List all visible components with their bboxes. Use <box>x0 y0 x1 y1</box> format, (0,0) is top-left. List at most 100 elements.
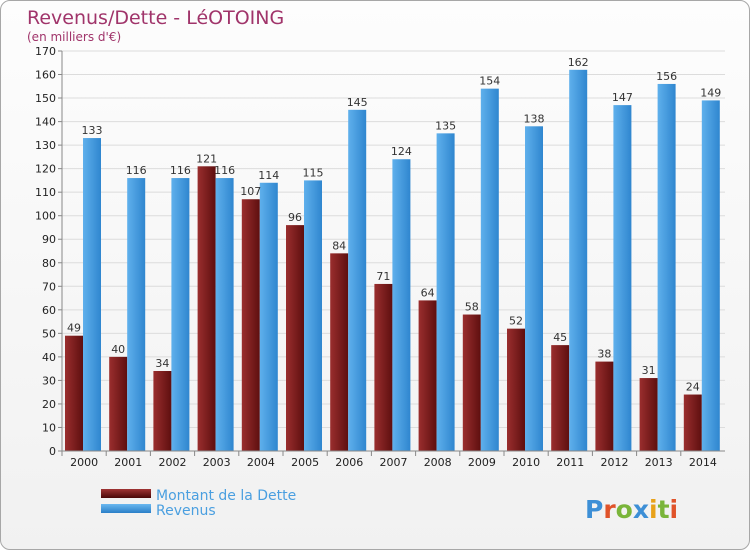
y-tick-label: 30 <box>42 374 56 387</box>
data-label: 107 <box>240 185 261 198</box>
bar-debt <box>286 225 304 451</box>
x-tick-label: 2010 <box>512 456 540 469</box>
x-tick-label: 2005 <box>291 456 319 469</box>
bar-revenue <box>215 178 234 451</box>
bar-debt <box>462 314 481 451</box>
data-label: 135 <box>435 119 456 132</box>
data-label: 116 <box>214 164 235 177</box>
x-tick-label: 2014 <box>689 456 717 469</box>
data-label: 121 <box>196 152 217 165</box>
legend-swatch-debt <box>101 489 151 498</box>
bar-revenue <box>259 182 278 451</box>
y-tick-label: 140 <box>35 116 56 129</box>
data-label: 138 <box>524 112 545 125</box>
data-label: 38 <box>597 348 611 361</box>
bar-revenue <box>304 180 322 452</box>
x-tick-label: 2011 <box>556 456 584 469</box>
y-tick-label: 110 <box>35 186 56 199</box>
data-label: 64 <box>421 286 435 299</box>
x-tick-label: 2012 <box>601 456 629 469</box>
data-label: 156 <box>656 70 677 83</box>
data-label: 116 <box>126 164 147 177</box>
data-label: 162 <box>568 56 589 69</box>
data-label: 115 <box>303 166 324 179</box>
x-tick-label: 2001 <box>114 456 142 469</box>
y-tick-label: 130 <box>35 139 56 152</box>
proxiti-logo: Proxiti <box>585 495 678 524</box>
axes <box>61 51 725 452</box>
y-tick-label: 60 <box>42 304 56 317</box>
data-label: 52 <box>509 315 523 328</box>
bar-revenue <box>436 133 455 451</box>
x-tick-label: 2006 <box>335 456 363 469</box>
y-tick-label: 90 <box>42 233 56 246</box>
data-label: 24 <box>686 381 700 394</box>
bar-debt <box>153 371 172 451</box>
data-label: 49 <box>67 322 81 335</box>
x-tick-label: 2003 <box>203 456 231 469</box>
x-axis-ticks: 2000 2001 2002 2003 2004 2005 2006 2007 2008 2009… <box>61 451 717 469</box>
x-tick-label: 2002 <box>159 456 187 469</box>
y-tick-label: 70 <box>42 280 56 293</box>
bar-revenue <box>348 109 367 451</box>
data-label: 58 <box>465 301 479 314</box>
y-axis-ticks: 0 10 20 30 40 50 60 70 80 90 100 110 120 130 140 150 160… <box>35 45 62 458</box>
x-tick-label: 2008 <box>424 456 452 469</box>
bar-revenue <box>392 159 411 451</box>
data-label: 133 <box>82 124 103 137</box>
bar-revenue <box>171 178 190 451</box>
x-tick-label: 2000 <box>70 456 98 469</box>
y-tick-label: 0 <box>49 445 56 458</box>
data-label: 114 <box>258 169 279 182</box>
chart-title: Revenus/Dette - LéOTOING <box>27 7 284 29</box>
data-label: 31 <box>642 364 656 377</box>
data-label: 149 <box>700 86 721 99</box>
x-tick-label: 2007 <box>380 456 408 469</box>
x-tick-label: 2004 <box>247 456 275 469</box>
data-label: 124 <box>391 145 412 158</box>
y-tick-label: 120 <box>35 163 56 176</box>
bar-debt <box>197 166 216 451</box>
bar-revenue <box>701 100 720 451</box>
data-label: 71 <box>376 270 390 283</box>
legend: Montant de la Dette Revenus <box>101 488 296 519</box>
bar-debt <box>683 394 702 451</box>
y-tick-label: 80 <box>42 257 56 270</box>
bar-debt <box>551 345 570 451</box>
bar-debt <box>418 300 437 451</box>
bar-debt <box>241 199 260 451</box>
bar-revenue <box>569 69 588 451</box>
data-label: 34 <box>155 357 169 370</box>
x-tick-label: 2013 <box>645 456 673 469</box>
bar-debt <box>639 378 658 451</box>
bar-revenue <box>480 88 499 451</box>
svg-text:Proxiti: Proxiti <box>585 495 678 524</box>
data-label: 145 <box>347 96 368 109</box>
bar-debt <box>507 328 525 451</box>
y-tick-label: 20 <box>42 398 56 411</box>
data-label: 147 <box>612 91 633 104</box>
x-tick-label: 2009 <box>468 456 496 469</box>
data-labels: 4913340116341161211161071149611584145711… <box>67 56 721 394</box>
legend-label-debt: Montant de la Dette <box>156 488 296 504</box>
bar-revenue <box>127 178 146 451</box>
bars <box>65 69 720 452</box>
data-label: 154 <box>479 75 500 88</box>
data-label: 40 <box>111 343 125 356</box>
bar-debt <box>330 253 349 451</box>
legend-swatch-revenue <box>101 504 151 513</box>
y-tick-label: 50 <box>42 327 56 340</box>
bar-debt <box>595 361 614 451</box>
bar-debt <box>109 356 128 451</box>
bar-revenue <box>613 105 632 451</box>
y-tick-label: 170 <box>35 45 56 58</box>
legend-label-revenue: Revenus <box>156 503 216 519</box>
bar-debt <box>374 283 393 451</box>
data-label: 45 <box>553 331 567 344</box>
data-label: 116 <box>170 164 191 177</box>
data-label: 84 <box>332 239 346 252</box>
bar-debt <box>65 335 83 451</box>
y-tick-label: 100 <box>35 210 56 223</box>
